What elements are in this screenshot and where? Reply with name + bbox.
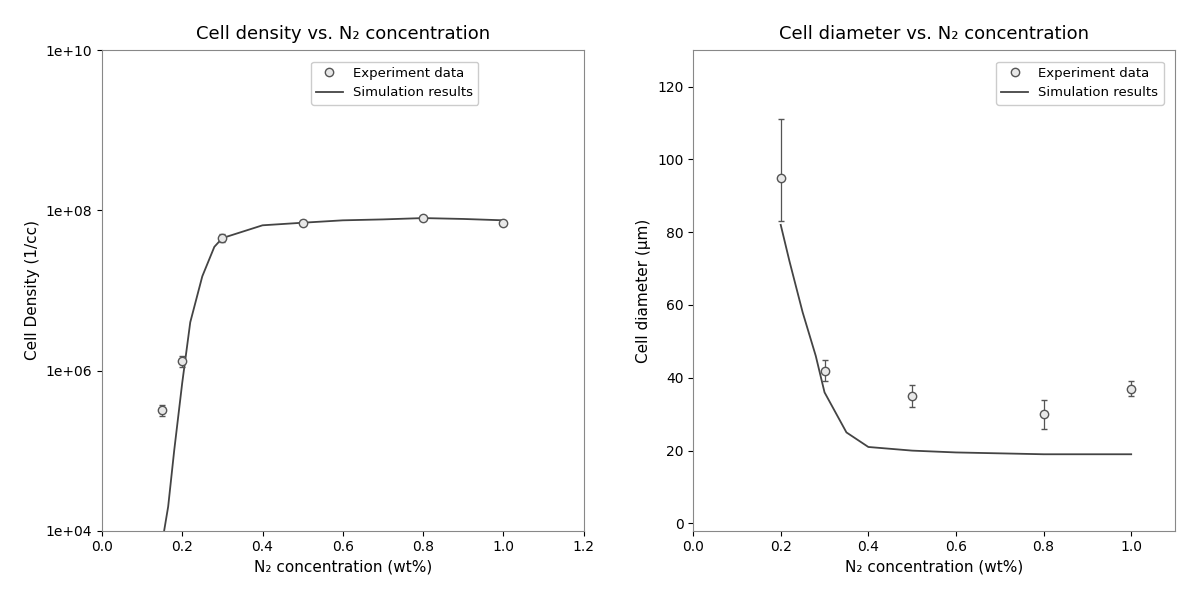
X-axis label: N₂ concentration (wt%): N₂ concentration (wt%) bbox=[253, 560, 432, 575]
Title: Cell diameter vs. N₂ concentration: Cell diameter vs. N₂ concentration bbox=[779, 25, 1090, 43]
Y-axis label: Cell Density (1/cc): Cell Density (1/cc) bbox=[25, 220, 40, 361]
X-axis label: N₂ concentration (wt%): N₂ concentration (wt%) bbox=[845, 560, 1024, 575]
Title: Cell density vs. N₂ concentration: Cell density vs. N₂ concentration bbox=[196, 25, 490, 43]
Y-axis label: Cell diameter (μm): Cell diameter (μm) bbox=[636, 218, 652, 362]
Legend: Experiment data, Simulation results: Experiment data, Simulation results bbox=[311, 62, 479, 104]
Legend: Experiment data, Simulation results: Experiment data, Simulation results bbox=[996, 62, 1164, 104]
